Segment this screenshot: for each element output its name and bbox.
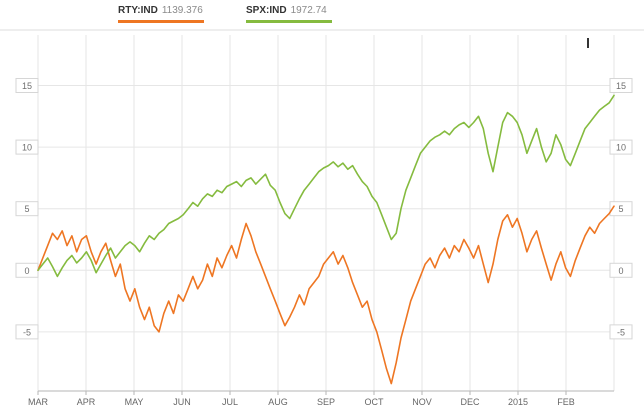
legend-text: SPX:IND 1972.74	[246, 5, 332, 17]
svg-text:0: 0	[24, 266, 29, 276]
legend-text: RTY:IND 1139.376	[118, 5, 204, 17]
svg-text:0: 0	[618, 266, 623, 276]
svg-text:NOV: NOV	[412, 397, 432, 407]
legend-value-spx: 1972.74	[290, 5, 327, 16]
svg-text:JUL: JUL	[222, 397, 238, 407]
svg-text:JUN: JUN	[173, 397, 191, 407]
svg-text:15: 15	[22, 81, 32, 91]
legend-item-rty[interactable]: RTY:IND 1139.376	[118, 5, 204, 23]
svg-text:-5: -5	[617, 327, 625, 337]
svg-text:10: 10	[22, 143, 32, 153]
svg-text:2015: 2015	[508, 397, 528, 407]
svg-text:AUG: AUG	[268, 397, 288, 407]
svg-text:5: 5	[24, 204, 29, 214]
svg-text:-5: -5	[23, 327, 31, 337]
svg-text:APR: APR	[77, 397, 96, 407]
svg-text:SEP: SEP	[317, 397, 335, 407]
chart-legend: RTY:IND 1139.376 SPX:IND 1972.74	[118, 5, 332, 23]
svg-text:5: 5	[618, 204, 623, 214]
cursor-marker	[587, 38, 589, 48]
legend-symbol-rty: RTY:IND	[118, 5, 158, 16]
legend-symbol-spx: SPX:IND	[246, 5, 287, 16]
legend-value-rty: 1139.376	[161, 5, 203, 16]
svg-text:MAY: MAY	[125, 397, 144, 407]
svg-text:DEC: DEC	[460, 397, 480, 407]
legend-color-bar-rty	[118, 20, 204, 23]
legend-item-spx[interactable]: SPX:IND 1972.74	[246, 5, 332, 23]
svg-text:15: 15	[616, 81, 626, 91]
svg-text:MAR: MAR	[28, 397, 49, 407]
svg-text:10: 10	[616, 143, 626, 153]
legend-color-bar-spx	[246, 20, 332, 23]
svg-text:OCT: OCT	[365, 397, 385, 407]
svg-text:FEB: FEB	[557, 397, 575, 407]
